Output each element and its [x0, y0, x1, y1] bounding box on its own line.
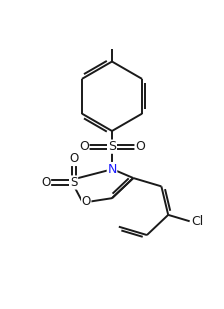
Text: N: N: [107, 163, 117, 176]
Text: O: O: [82, 195, 91, 208]
Text: O: O: [69, 152, 79, 166]
Text: Cl: Cl: [191, 215, 203, 228]
Text: S: S: [108, 140, 116, 153]
Text: S: S: [70, 176, 78, 189]
Text: O: O: [135, 140, 145, 153]
Text: O: O: [41, 176, 51, 189]
Text: O: O: [79, 140, 89, 153]
